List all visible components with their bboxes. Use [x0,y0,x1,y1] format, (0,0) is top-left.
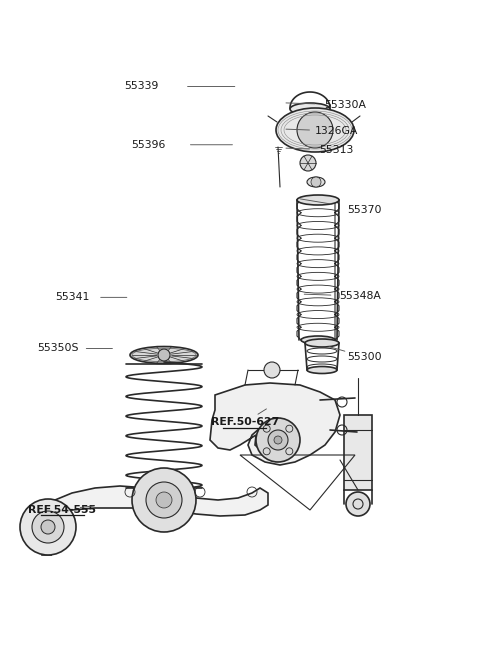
Polygon shape [36,486,268,555]
Ellipse shape [297,195,339,205]
Ellipse shape [290,103,330,115]
Ellipse shape [307,367,337,373]
Circle shape [264,362,280,378]
Polygon shape [210,383,340,465]
Circle shape [268,430,288,450]
Circle shape [132,468,196,532]
Polygon shape [344,415,372,490]
Ellipse shape [130,346,198,364]
Text: 55370: 55370 [348,204,382,215]
Circle shape [146,482,182,518]
Ellipse shape [276,108,354,152]
Circle shape [311,177,321,187]
Circle shape [300,155,316,171]
Text: 55330A: 55330A [324,100,367,110]
Circle shape [41,520,55,534]
Text: 55341: 55341 [55,292,89,303]
Circle shape [256,418,300,462]
Text: 55350S: 55350S [37,343,78,354]
Circle shape [346,492,370,516]
Circle shape [156,492,172,508]
Text: 1326GA: 1326GA [314,126,358,136]
Ellipse shape [307,177,325,187]
Ellipse shape [305,339,339,347]
Circle shape [32,511,64,543]
Circle shape [158,349,170,361]
Text: REF.50-627: REF.50-627 [211,417,279,428]
Circle shape [274,436,282,444]
Text: 55300: 55300 [348,352,382,362]
Text: 55396: 55396 [132,140,166,150]
Text: 55348A: 55348A [339,291,381,301]
Text: 55339: 55339 [124,81,159,92]
Circle shape [20,499,76,555]
Circle shape [297,112,333,148]
Text: 55313: 55313 [319,145,353,155]
Text: REF.54-555: REF.54-555 [28,504,96,515]
Ellipse shape [301,336,335,344]
